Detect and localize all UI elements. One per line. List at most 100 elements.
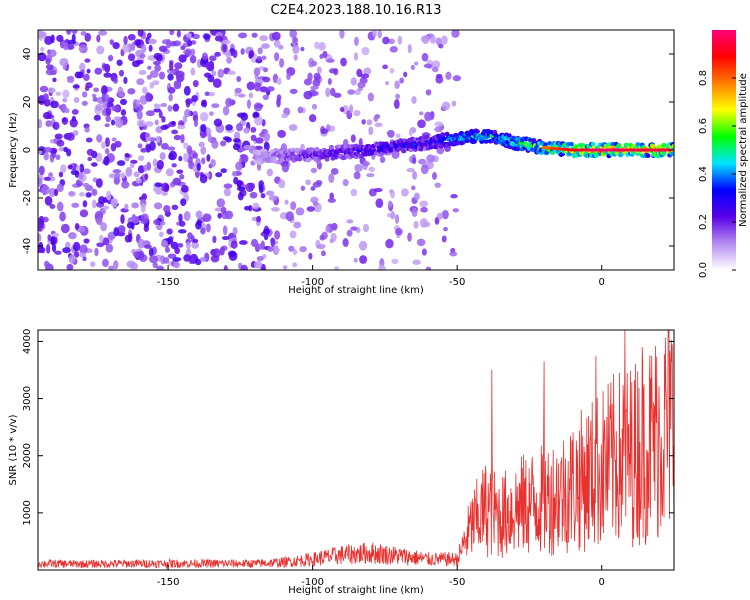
spectrogram-noise-cell bbox=[68, 191, 75, 196]
spectrogram-noise-cell bbox=[79, 244, 88, 255]
spectrogram-noise-cell bbox=[232, 49, 238, 59]
spectrogram-noise-cell bbox=[125, 166, 133, 177]
spectrogram-noise-cell bbox=[394, 214, 400, 224]
spectrogram-noise-cell bbox=[116, 59, 123, 66]
spectrogram-noise-cell bbox=[299, 246, 307, 253]
spectrogram-noise-cell bbox=[201, 52, 208, 61]
spectrogram-noise-cell bbox=[276, 94, 282, 102]
y-tick-label: 3000 bbox=[22, 386, 33, 411]
spectrogram-noise-cell bbox=[293, 54, 298, 61]
spectrogram-noise-cell bbox=[417, 119, 426, 129]
spectrogram-signal-cell bbox=[590, 141, 596, 147]
spectrogram-noise-cell bbox=[173, 261, 181, 269]
spectrogram-noise-cell bbox=[138, 69, 147, 75]
spectrogram-noise-cell bbox=[108, 173, 117, 179]
spectrogram-signal-cell bbox=[474, 129, 480, 134]
spectrogram-noise-cell bbox=[145, 92, 152, 102]
spectrogram-noise-cell bbox=[127, 53, 136, 62]
spectrogram-noise-cell bbox=[145, 144, 152, 153]
y-tick-label: 0 bbox=[22, 147, 33, 153]
spectrogram-noise-cell bbox=[84, 32, 92, 42]
spectrogram-signal-cell bbox=[314, 147, 320, 152]
spectrogram-noise-cell bbox=[118, 69, 125, 77]
spectrogram-noise-cell bbox=[55, 154, 61, 161]
spectrogram-noise-cell bbox=[103, 205, 109, 210]
spectrogram-noise-cell bbox=[407, 43, 412, 54]
spectrogram-noise-cell bbox=[297, 106, 304, 114]
spectrogram-noise-cell bbox=[222, 136, 231, 141]
spectrogram-noise-cell bbox=[166, 228, 173, 235]
spectrogram-noise-cell bbox=[326, 58, 335, 63]
spectrogram-noise-cell bbox=[109, 39, 115, 45]
spectrogram-noise-cell bbox=[181, 184, 189, 193]
y-tick-label: 4000 bbox=[22, 329, 33, 354]
spectrogram-noise-cell bbox=[67, 164, 73, 170]
spectrogram-noise-cell bbox=[70, 169, 79, 176]
spectrogram-noise-cell bbox=[98, 234, 104, 243]
spectrogram-noise-cell bbox=[153, 60, 161, 66]
spectrogram-noise-cell bbox=[258, 184, 264, 194]
spectrogram-noise-cell bbox=[155, 223, 163, 231]
spectrogram-noise-cell bbox=[361, 160, 370, 167]
spectrogram-noise-cell bbox=[193, 118, 199, 128]
spectrogram-noise-cell bbox=[146, 161, 152, 171]
spectrogram-noise-cell bbox=[438, 43, 444, 49]
spectrogram-y-ticks: -40 -20 0 20 40 bbox=[22, 48, 674, 254]
spectrogram-noise-cell bbox=[49, 204, 56, 209]
spectrogram-noise-cell bbox=[152, 80, 160, 86]
spectrogram-noise-cell bbox=[179, 220, 186, 227]
spectrogram-noise-cell bbox=[66, 30, 72, 35]
spectrogram-noise-cell bbox=[220, 206, 227, 214]
x-tick-label: -50 bbox=[449, 577, 465, 588]
spectrogram-noise-cell bbox=[211, 70, 217, 77]
spectrogram-noise-cell bbox=[123, 35, 128, 45]
spectrogram-noise-cell bbox=[137, 143, 143, 149]
spectrogram-noise-cell bbox=[169, 61, 174, 71]
spectrogram-noise-cell bbox=[359, 255, 368, 264]
spectrogram-noise-cell bbox=[119, 172, 126, 179]
spectrogram-noise-cell bbox=[192, 80, 199, 88]
spectrogram-noise-cell bbox=[106, 190, 112, 201]
spectrogram-noise-cell bbox=[136, 78, 145, 86]
spectrogram-noise-cell bbox=[394, 80, 400, 90]
spectrogram-noise-cell bbox=[42, 93, 49, 102]
spectrogram-noise-cell bbox=[95, 103, 104, 111]
spectrogram-noise-cell bbox=[325, 225, 330, 233]
spectrogram-noise-cell bbox=[230, 240, 238, 249]
spectrogram-noise-cell bbox=[48, 187, 57, 197]
spectrogram-noise-cell bbox=[176, 73, 184, 83]
spectrogram-noise-cell bbox=[185, 48, 192, 57]
spectrogram-noise-cell bbox=[423, 63, 433, 69]
spectrogram-noise-cell bbox=[267, 246, 274, 252]
spectrogram-noise-cell bbox=[189, 55, 197, 64]
spectrogram-noise-cell bbox=[253, 67, 261, 76]
spectrogram-noise-cell bbox=[83, 238, 90, 244]
spectrogram-noise-cell bbox=[183, 152, 189, 162]
spectrogram-noise-cell bbox=[41, 184, 50, 195]
spectrogram-noise-cell bbox=[222, 105, 230, 116]
spectrogram-noise-cell bbox=[39, 85, 49, 93]
spectrogram-noise-cell bbox=[240, 264, 248, 270]
spectrogram-noise-cell bbox=[112, 169, 122, 174]
spectrogram-noise-cell bbox=[84, 127, 90, 133]
spectrogram-noise-cell bbox=[50, 34, 55, 44]
spectrogram-noise-cell bbox=[313, 72, 321, 81]
spectrogram-noise-cell bbox=[47, 234, 52, 242]
spectrogram-noise-cell bbox=[103, 156, 110, 166]
spectrogram-noise-cell bbox=[159, 231, 164, 238]
spectrogram-noise-cell bbox=[222, 225, 228, 236]
spectrogram-noise-cell bbox=[85, 192, 92, 198]
spectrogram-noise-cell bbox=[451, 100, 457, 107]
spectrogram-noise-cell bbox=[163, 204, 171, 214]
spectrogram-noise-cell bbox=[274, 52, 280, 62]
spectrogram-noise-cell bbox=[131, 202, 139, 209]
spectrogram-noise-cell bbox=[278, 179, 286, 189]
spectrogram-noise-cell bbox=[203, 33, 211, 40]
spectrogram-noise-cell bbox=[137, 30, 144, 37]
spectrogram-noise-cell bbox=[292, 248, 298, 256]
spectrogram-noise-cell bbox=[378, 264, 386, 270]
spectrogram-noise-cell bbox=[136, 110, 143, 120]
spectrogram-noise-cell bbox=[79, 163, 85, 173]
spectrogram-noise-cell bbox=[238, 32, 248, 39]
